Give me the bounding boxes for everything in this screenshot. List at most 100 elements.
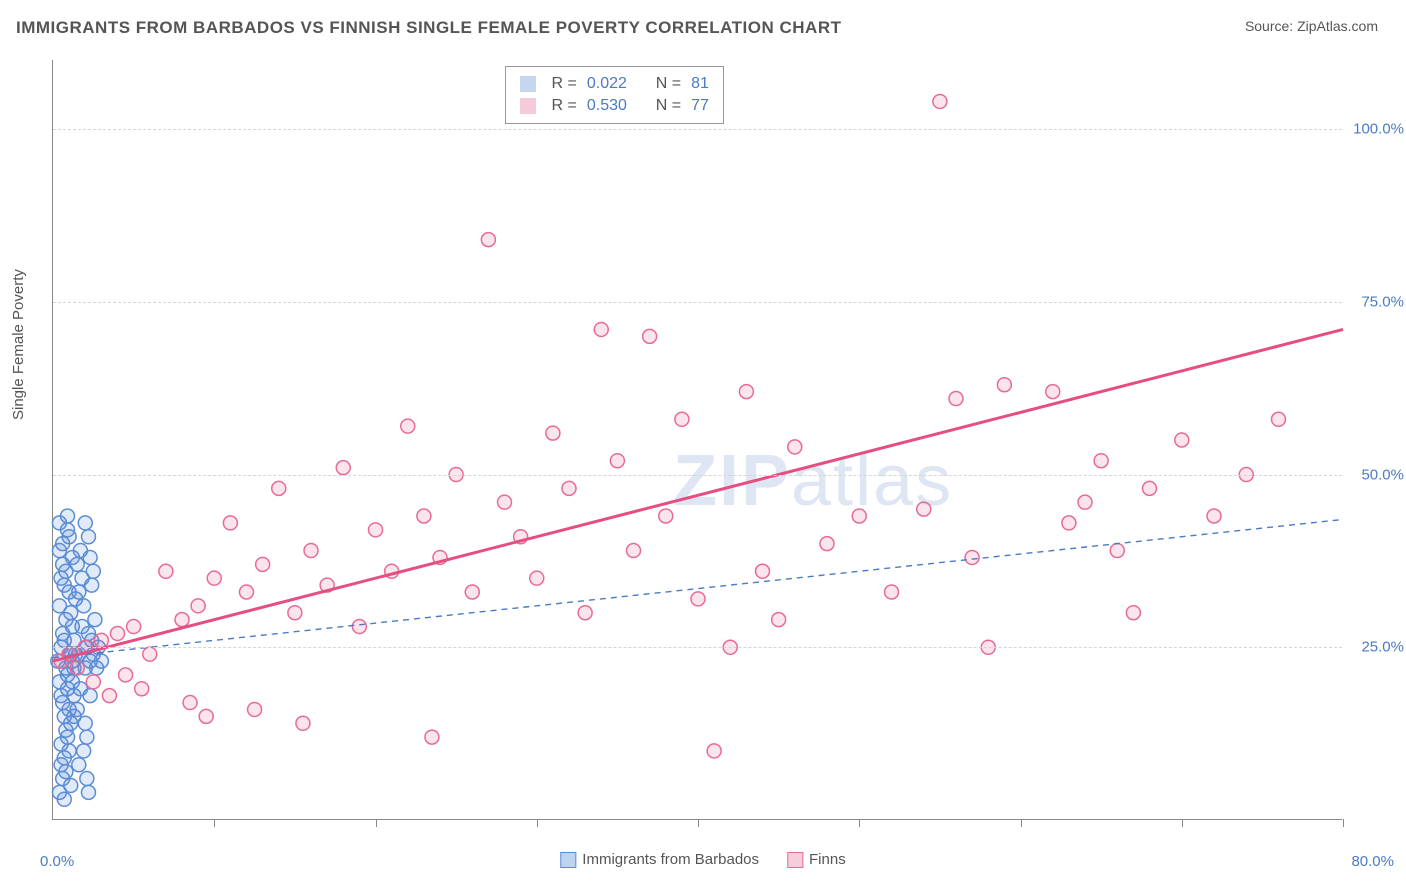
scatter-point [272, 481, 286, 495]
scatter-point [820, 537, 834, 551]
scatter-point [465, 585, 479, 599]
scatter-point [77, 599, 91, 613]
scatter-point [223, 516, 237, 530]
n-label: N = [656, 97, 681, 115]
legend-row: R = 0.022 N = 81 [520, 73, 709, 95]
legend-label: Immigrants from Barbados [582, 851, 759, 868]
scatter-point [1046, 385, 1060, 399]
scatter-point [481, 233, 495, 247]
scatter-point [594, 322, 608, 336]
x-tick [1343, 819, 1344, 827]
scatter-point [788, 440, 802, 454]
scatter-point [111, 626, 125, 640]
scatter-point [1207, 509, 1221, 523]
scatter-point [77, 744, 91, 758]
scatter-point [498, 495, 512, 509]
scatter-point [530, 571, 544, 585]
scatter-point [94, 654, 108, 668]
scatter-point [207, 571, 221, 585]
y-tick-label: 75.0% [1361, 293, 1404, 310]
r-value: 0.530 [587, 97, 627, 115]
source-attribution: Source: ZipAtlas.com [1245, 18, 1378, 34]
scatter-point [61, 509, 75, 523]
scatter-point [256, 557, 270, 571]
scatter-point [78, 516, 92, 530]
scatter-point [659, 509, 673, 523]
scatter-point [80, 772, 94, 786]
scatter-point [159, 564, 173, 578]
scatter-point [240, 585, 254, 599]
scatter-point [933, 94, 947, 108]
x-tick [1182, 819, 1183, 827]
scatter-point [72, 758, 86, 772]
scatter-point [675, 412, 689, 426]
scatter-point [62, 530, 76, 544]
scatter-point [336, 461, 350, 475]
scatter-point [949, 392, 963, 406]
scatter-point [739, 385, 753, 399]
scatter-point [288, 606, 302, 620]
scatter-point [917, 502, 931, 516]
scatter-point [70, 557, 84, 571]
scatter-point [1175, 433, 1189, 447]
legend-item: Finns [787, 851, 846, 868]
n-value: 81 [691, 75, 709, 93]
scatter-point [94, 633, 108, 647]
plot-area: ZIPatlas R =0.022 N =81R =0.530 N =77 25… [52, 60, 1342, 820]
x-axis-max-label: 80.0% [1351, 853, 1394, 870]
scatter-point [1078, 495, 1092, 509]
r-label: R = [552, 75, 577, 93]
scatter-point [425, 730, 439, 744]
scatter-point [191, 599, 205, 613]
scatter-point [102, 689, 116, 703]
scatter-point [81, 785, 95, 799]
scatter-point [296, 716, 310, 730]
scatter-point [965, 550, 979, 564]
scatter-point [885, 585, 899, 599]
scatter-point [562, 481, 576, 495]
x-tick [698, 819, 699, 827]
gridline [53, 302, 1342, 303]
x-tick [1021, 819, 1022, 827]
scatter-point [369, 523, 383, 537]
scatter-point [1094, 454, 1108, 468]
chart-title: IMMIGRANTS FROM BARBADOS VS FINNISH SING… [16, 18, 842, 38]
scatter-point [248, 702, 262, 716]
legend-item: Immigrants from Barbados [560, 851, 759, 868]
y-tick-label: 50.0% [1361, 466, 1404, 483]
scatter-point [78, 716, 92, 730]
y-tick-label: 25.0% [1361, 639, 1404, 656]
legend-swatch [520, 98, 536, 114]
r-label: R = [552, 97, 577, 115]
x-tick [214, 819, 215, 827]
scatter-point [578, 606, 592, 620]
scatter-point [80, 730, 94, 744]
r-value: 0.022 [587, 75, 627, 93]
scatter-point [1062, 516, 1076, 530]
scatter-point [135, 682, 149, 696]
scatter-point [72, 585, 86, 599]
scatter-point [86, 564, 100, 578]
source-prefix: Source: [1245, 18, 1297, 34]
scatter-point [57, 578, 71, 592]
scatter-point [57, 792, 71, 806]
scatter-point [183, 696, 197, 710]
scatter-point [627, 544, 641, 558]
x-tick [859, 819, 860, 827]
scatter-point [83, 689, 97, 703]
x-axis-min-label: 0.0% [40, 853, 74, 870]
source-link[interactable]: ZipAtlas.com [1297, 18, 1378, 34]
gridline [53, 129, 1342, 130]
x-tick [537, 819, 538, 827]
scatter-point [85, 578, 99, 592]
n-label: N = [656, 75, 681, 93]
scatter-point [70, 661, 84, 675]
y-tick-label: 100.0% [1353, 121, 1404, 138]
scatter-point [199, 709, 213, 723]
scatter-point [143, 647, 157, 661]
legend-swatch [520, 76, 536, 92]
scatter-point [756, 564, 770, 578]
correlation-legend: R = 0.022 N = 81 R = 0.530 N = 77 [505, 66, 724, 124]
scatter-point [1110, 544, 1124, 558]
n-value: 77 [691, 97, 709, 115]
